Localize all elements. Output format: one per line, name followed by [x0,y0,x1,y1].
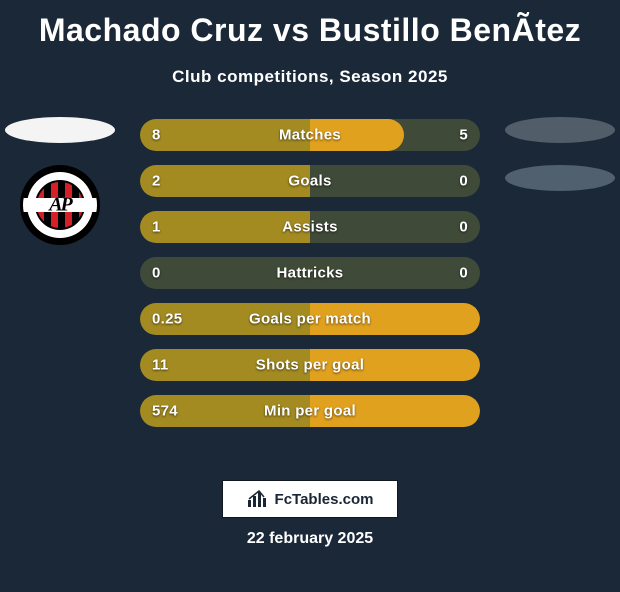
title-left: Machado Cruz [39,12,264,48]
stat-right-fill [310,395,480,427]
stat-bars-container: Matches85 Goals20 Assists10 Hattricks00 Goal… [140,119,480,427]
subtitle: Club competitions, Season 2025 [0,67,620,87]
title-vs: vs [273,12,310,48]
brand-text: FcTables.com [275,491,374,508]
footer: FcTables.com 22 february 2025 [0,480,620,548]
stat-row: Min per goal574 [140,395,480,427]
stat-row: Shots per goal11 [140,349,480,381]
stat-right-fill [310,349,480,381]
brand-box: FcTables.com [222,480,398,518]
logo-monogram: AP [49,194,71,217]
title-right: Bustillo BenÃ­tez [319,12,581,48]
footer-date: 22 february 2025 [247,530,373,548]
stat-left-fill [140,349,310,381]
left-player-column: AP [0,109,120,245]
stat-row: Hattricks00 [140,257,480,289]
right-shadow-ellipse-bottom [505,165,615,191]
stat-left-fill [140,303,310,335]
stat-left-fill [140,395,310,427]
page-title: Machado Cruz vs Bustillo BenÃ­tez [0,12,620,49]
stat-row: Assists10 [140,211,480,243]
brand-bars-icon [247,490,269,508]
stat-left-fill [140,165,310,197]
stat-left-fill [140,119,310,151]
right-shadow-ellipse-top [505,117,615,143]
stat-left-fill [140,211,310,243]
left-shadow-ellipse [5,117,115,143]
stat-row: Goals per match0.25 [140,303,480,335]
stats-area: AP Matches85 Goals20 Assists10 Hattricks00 G… [0,119,620,459]
stat-right-fill [310,119,404,151]
right-player-column [500,109,620,191]
left-club-logo: AP [20,165,100,245]
stat-right-fill [310,303,480,335]
stat-row: Goals20 [140,165,480,197]
stat-row: Matches85 [140,119,480,151]
